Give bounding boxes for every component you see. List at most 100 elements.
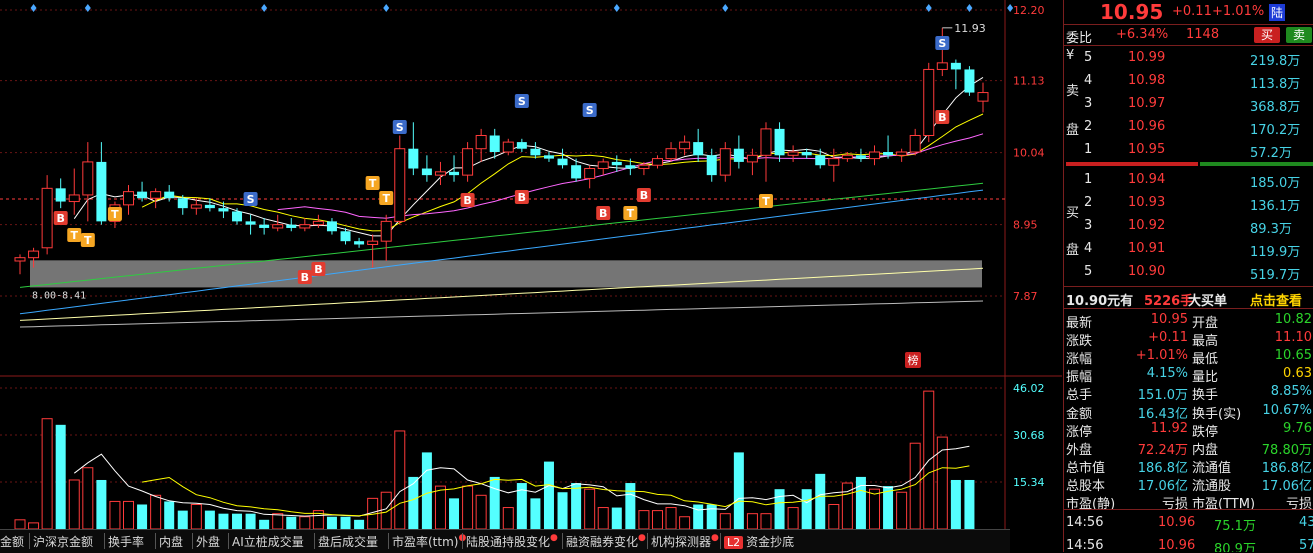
buy-button[interactable]: 买: [1254, 27, 1280, 43]
signal-letter: B: [314, 263, 322, 276]
buy-side-label-2: 盘: [1064, 237, 1313, 258]
candle-body: [164, 191, 175, 199]
volume-bar: [218, 513, 229, 529]
stat-label: 总市值: [1066, 460, 1106, 476]
stat-label: 换手(实): [1192, 406, 1242, 422]
volume-bar: [693, 504, 704, 529]
tab-2[interactable]: 换手率: [108, 533, 144, 550]
candle-body: [55, 188, 66, 202]
candle-body: [530, 148, 541, 156]
bid-level: 3: [1084, 218, 1093, 233]
bid-level: 2: [1084, 195, 1093, 210]
tab-6[interactable]: 盘后成交量: [318, 533, 378, 550]
top-diamond-icon: [1007, 4, 1014, 12]
bid-volume: 136.1万: [1250, 199, 1301, 214]
volume-bar: [475, 494, 487, 529]
tab-9[interactable]: 融资融券变化●: [566, 533, 646, 550]
candle-body: [746, 154, 758, 163]
tick-volume: 80.9万: [1214, 542, 1256, 552]
volume-bar: [950, 479, 961, 529]
signal-letter: T: [382, 192, 390, 205]
volume-bar: [109, 500, 121, 529]
stat-value: 9.76: [1283, 420, 1312, 436]
tab-1[interactable]: 沪深京金额: [33, 533, 93, 550]
weibi-row: 委比 +6.34% 1148: [1064, 25, 1313, 46]
candle-body: [760, 128, 772, 156]
kline-chart[interactable]: 8.00-8.41 12.20 11.13 10.04 8.95 7.87 46.02 30.…: [0, 0, 1062, 529]
rank-badge-icon: [905, 352, 921, 368]
buy-side-label: 买: [1066, 206, 1080, 221]
candle-body: [502, 141, 514, 153]
volume-bar: [733, 452, 744, 529]
tab-separator: [192, 533, 193, 549]
volume-bar: [68, 479, 80, 529]
signal-b-icon: [460, 193, 475, 207]
volume-bar: [123, 500, 135, 529]
sell-button[interactable]: 卖: [1286, 27, 1312, 43]
signal-letter: S: [247, 193, 255, 206]
volume-bar: [340, 516, 351, 529]
volume-bar: [760, 513, 772, 529]
candle-body: [964, 69, 975, 93]
candle-body: [462, 148, 474, 176]
tab-11[interactable]: L2 资金抄底: [724, 533, 794, 550]
tab-0[interactable]: 金额: [0, 533, 24, 550]
tab-7[interactable]: 市盈率(ttm)●: [392, 533, 466, 550]
stat-label: 开盘: [1192, 316, 1219, 331]
volume-bar: [245, 513, 256, 529]
tab-4[interactable]: 外盘: [196, 533, 220, 550]
price-axis-label: 12.20: [1013, 4, 1045, 17]
sell-side-label-1: 卖: [1064, 78, 1313, 99]
last-price: 10.95: [1100, 0, 1164, 24]
candle-body: [380, 220, 392, 242]
volume-bar: [489, 476, 500, 529]
tab-10[interactable]: 机构探测器●: [651, 533, 719, 550]
stat-row: 最新 10.95 开盘 10.82: [1064, 310, 1313, 331]
tab-label: 换手率: [108, 535, 145, 549]
sell-side-label: 盘: [1066, 123, 1080, 138]
bid-volume: 89.3万: [1250, 222, 1292, 237]
volume-bar: [421, 452, 432, 529]
candle-body: [557, 158, 568, 166]
volume-bar: [815, 473, 826, 529]
tab-8[interactable]: 陆股通持股变化●: [466, 533, 558, 550]
tab-5[interactable]: AI立桩成交量: [232, 533, 304, 550]
volume-bar: [259, 519, 270, 529]
ask-volume: 57.2万: [1250, 146, 1292, 161]
candle-body: [841, 154, 853, 160]
buy-side-label-1: 买: [1064, 200, 1313, 221]
stat-row: 涨幅 +1.01% 最低 10.65: [1064, 346, 1313, 367]
stat-value: 11.10: [1274, 330, 1312, 346]
candle-body: [787, 151, 799, 156]
volume-bar: [354, 519, 365, 529]
volume-bar: [394, 430, 406, 529]
tab-dot-icon: ●: [550, 533, 558, 543]
bid-price: 10.93: [1128, 195, 1166, 210]
support-zone: [30, 260, 982, 288]
stat-value: 10.95: [1150, 312, 1188, 327]
big-order-row[interactable]: 10.90元有 5226手 大买单 点击查看: [1064, 288, 1313, 309]
stat-row: 总手 151.0万 换手 8.85%: [1064, 382, 1313, 403]
big-order-link[interactable]: 点击查看: [1250, 294, 1303, 309]
bid-level-row: 4 10.91 119.9万: [1064, 239, 1313, 260]
tab-dot-icon: ●: [638, 533, 646, 543]
stat-value: +1.01%: [1135, 348, 1188, 364]
tab-label: 金额: [0, 535, 25, 549]
top-diamond-icon: [925, 4, 932, 12]
volume-bar: [787, 507, 799, 529]
stat-label: 最新: [1066, 316, 1093, 331]
top-diamond-icon: [383, 4, 390, 12]
volume-bar: [543, 461, 554, 529]
tab-label: 内盘: [159, 535, 184, 549]
volume-bar: [380, 491, 392, 529]
stat-row: 金额 16.43亿 换手(实) 10.67%: [1064, 401, 1313, 422]
stat-label: 总股本: [1066, 478, 1106, 494]
volume-bar: [611, 507, 622, 529]
volume-bar: [55, 424, 66, 529]
candle-body: [218, 208, 229, 212]
bid-level-row: 3 10.92 89.3万: [1064, 216, 1313, 237]
tab-3[interactable]: 内盘: [159, 533, 183, 550]
candle-body: [449, 171, 460, 176]
price-axis-label: 11.13: [1013, 75, 1045, 88]
